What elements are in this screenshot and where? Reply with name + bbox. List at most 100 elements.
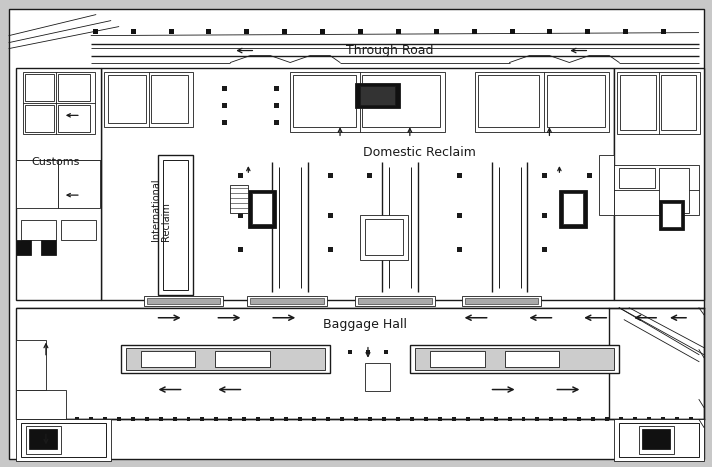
Bar xyxy=(101,69,614,300)
Bar xyxy=(461,296,541,306)
Bar xyxy=(231,185,248,213)
Bar xyxy=(585,103,590,108)
Bar xyxy=(162,160,189,290)
Bar xyxy=(619,168,655,188)
Bar xyxy=(201,417,204,421)
Bar xyxy=(118,86,123,91)
Bar xyxy=(410,417,414,421)
Bar xyxy=(118,120,123,125)
Bar xyxy=(367,173,372,177)
Bar xyxy=(298,417,302,421)
Bar xyxy=(481,120,486,125)
Text: International: International xyxy=(151,179,161,241)
Circle shape xyxy=(18,357,28,367)
Bar xyxy=(396,28,401,34)
Bar xyxy=(429,86,434,91)
Bar xyxy=(16,389,66,419)
Bar xyxy=(16,308,609,419)
Bar xyxy=(521,417,525,421)
Bar xyxy=(16,69,101,300)
Bar xyxy=(675,417,679,421)
Bar xyxy=(216,351,271,367)
Bar xyxy=(591,417,595,421)
Bar xyxy=(585,86,590,91)
Bar xyxy=(614,165,699,215)
Bar xyxy=(619,417,623,421)
Bar xyxy=(238,248,243,253)
Bar xyxy=(642,430,670,449)
Bar xyxy=(238,173,243,177)
Bar xyxy=(535,417,540,421)
Bar xyxy=(577,417,581,421)
Bar xyxy=(214,417,219,421)
Bar xyxy=(141,351,196,367)
Bar xyxy=(600,155,614,215)
Circle shape xyxy=(18,343,28,353)
Bar xyxy=(256,417,261,421)
Bar xyxy=(169,28,174,34)
Bar xyxy=(542,248,547,253)
Bar xyxy=(206,28,211,34)
Text: Customs: Customs xyxy=(32,157,80,167)
Bar xyxy=(271,417,274,421)
Bar xyxy=(312,417,316,421)
Bar xyxy=(47,417,51,421)
Bar xyxy=(326,417,330,421)
Bar xyxy=(614,419,704,461)
Bar xyxy=(430,351,485,367)
Bar xyxy=(244,28,249,34)
Bar xyxy=(117,417,121,421)
Bar xyxy=(282,28,287,34)
Bar xyxy=(429,103,434,108)
Bar xyxy=(187,417,191,421)
Bar xyxy=(475,72,609,132)
Bar xyxy=(23,72,95,134)
Bar xyxy=(328,248,333,253)
Bar xyxy=(457,248,462,253)
Bar xyxy=(108,76,146,123)
Bar xyxy=(25,106,54,132)
Bar xyxy=(508,417,511,421)
Bar xyxy=(659,200,684,230)
Bar xyxy=(355,296,435,306)
Bar xyxy=(362,76,440,127)
Bar xyxy=(633,417,637,421)
Bar xyxy=(293,76,356,127)
Bar xyxy=(26,426,61,454)
Bar xyxy=(360,215,408,260)
Circle shape xyxy=(666,242,682,258)
Bar xyxy=(505,351,560,367)
Bar xyxy=(647,417,651,421)
Bar xyxy=(377,120,382,125)
Bar xyxy=(247,296,327,306)
Bar xyxy=(542,212,547,218)
Bar xyxy=(147,298,221,304)
Bar xyxy=(325,120,330,125)
Bar xyxy=(58,74,90,101)
Bar xyxy=(384,350,388,354)
Bar xyxy=(170,120,175,125)
Bar xyxy=(542,173,547,177)
Bar xyxy=(415,347,614,369)
Bar xyxy=(365,362,390,390)
Bar xyxy=(16,160,58,208)
Text: Baggage Hall: Baggage Hall xyxy=(323,318,407,331)
Bar xyxy=(16,340,46,389)
Bar xyxy=(377,86,382,91)
Bar xyxy=(248,190,276,228)
Bar xyxy=(89,417,93,421)
Bar xyxy=(290,72,445,132)
Bar xyxy=(614,69,704,300)
Bar xyxy=(365,219,403,255)
Bar xyxy=(560,190,587,228)
Bar xyxy=(16,419,111,461)
Bar xyxy=(118,103,123,108)
Bar xyxy=(222,86,227,91)
Bar xyxy=(348,350,352,354)
Bar xyxy=(493,417,498,421)
Bar xyxy=(659,168,689,213)
Bar xyxy=(238,212,243,218)
Bar xyxy=(29,430,57,449)
Bar xyxy=(170,103,175,108)
Bar xyxy=(550,417,553,421)
